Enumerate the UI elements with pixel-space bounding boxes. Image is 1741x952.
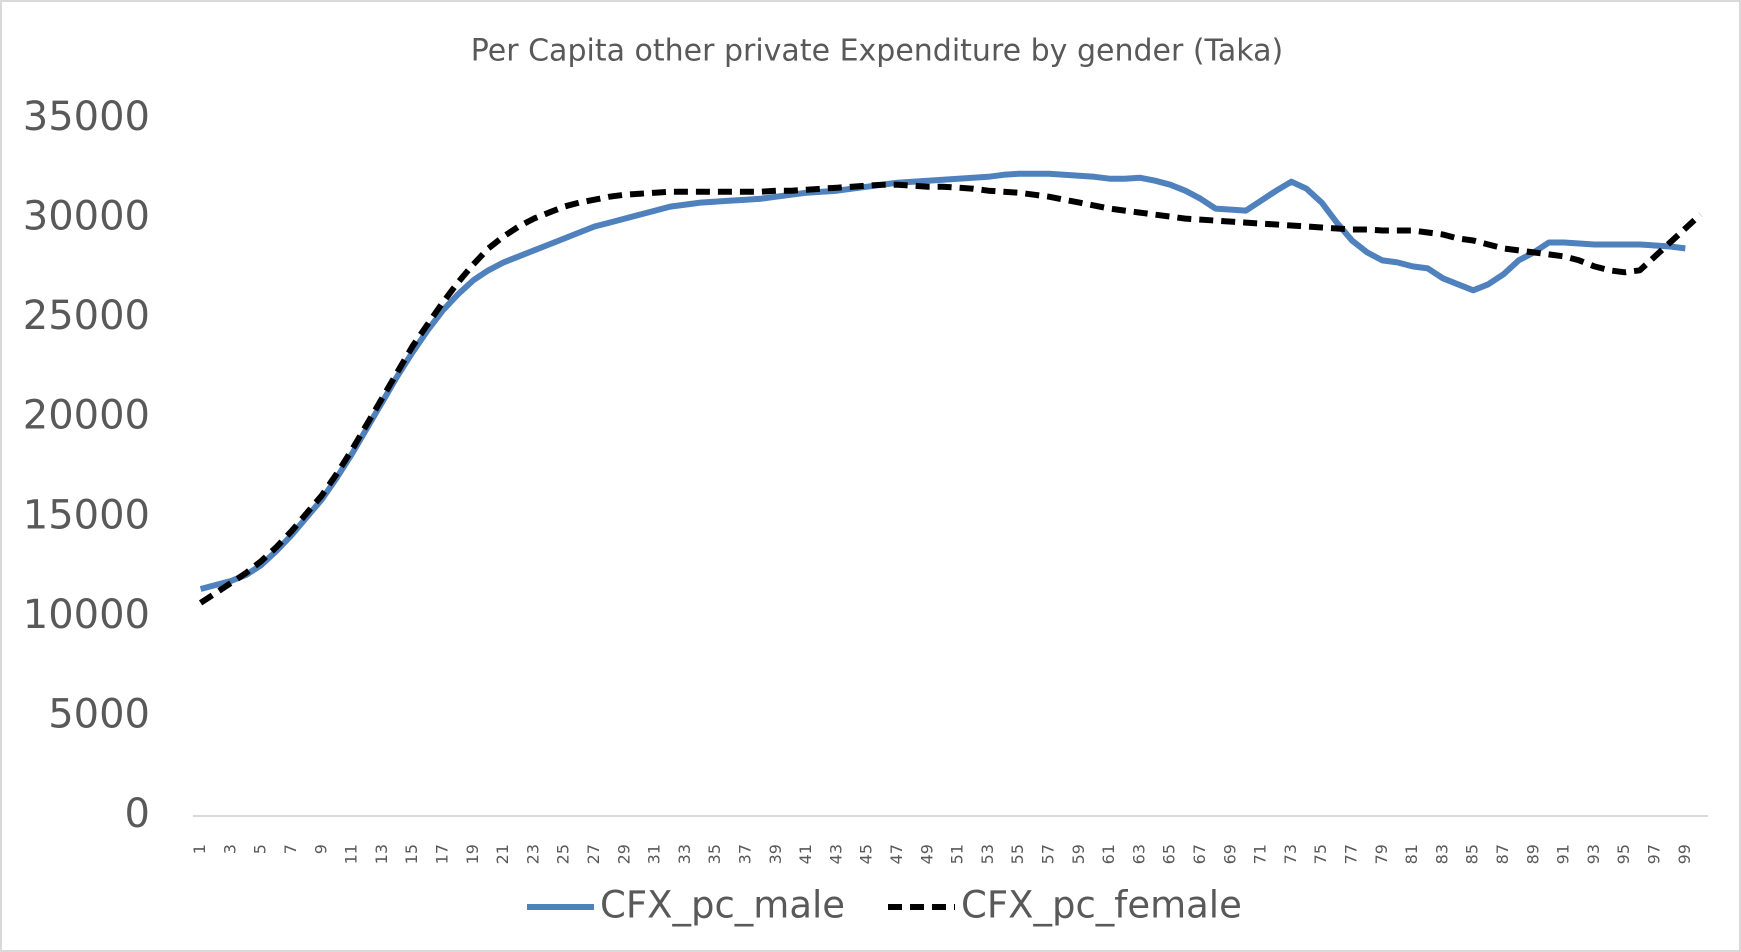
x-tick-label: 37 xyxy=(735,844,754,864)
x-tick-label: 25 xyxy=(554,844,573,864)
x-tick-label: 53 xyxy=(978,844,997,864)
x-tick-label: 61 xyxy=(1099,844,1118,864)
chart-title: Per Capita other private Expenditure by … xyxy=(471,34,1283,69)
x-tick-label: 41 xyxy=(796,844,815,864)
x-tick-label: 43 xyxy=(826,844,845,864)
x-tick-label: 63 xyxy=(1129,844,1148,864)
x-tick-label: 7 xyxy=(281,844,300,854)
x-tick-label: 97 xyxy=(1644,844,1663,864)
x-tick-label: 39 xyxy=(766,844,785,864)
x-tick-label: 93 xyxy=(1584,844,1603,864)
x-tick-label: 55 xyxy=(1008,844,1027,864)
x-tick-label: 87 xyxy=(1493,844,1512,864)
y-tick-label: 20000 xyxy=(23,393,150,439)
y-tick-label: 15000 xyxy=(23,492,150,538)
x-tick-label: 17 xyxy=(432,844,451,864)
x-tick-label: 95 xyxy=(1614,844,1633,864)
x-tick-label: 57 xyxy=(1038,844,1057,864)
x-tick-label: 23 xyxy=(523,844,542,864)
y-tick-label: 0 xyxy=(125,791,150,837)
x-tick-label: 85 xyxy=(1463,844,1482,864)
y-tick-label: 30000 xyxy=(23,194,150,240)
x-tick-label: 45 xyxy=(857,844,876,864)
y-tick-label: 35000 xyxy=(23,94,150,140)
legend-label: CFX_pc_female xyxy=(961,884,1242,927)
x-tick-label: 91 xyxy=(1554,844,1573,864)
x-tick-label: 29 xyxy=(614,844,633,864)
x-tick-label: 65 xyxy=(1160,844,1179,864)
x-tick-label: 47 xyxy=(887,844,906,864)
x-tick-label: 13 xyxy=(372,844,391,864)
y-tick-label: 5000 xyxy=(48,691,150,737)
x-tick-label: 15 xyxy=(402,844,421,864)
x-tick-label: 75 xyxy=(1311,844,1330,864)
x-tick-label: 81 xyxy=(1402,844,1421,864)
x-tick-label: 31 xyxy=(645,844,664,864)
series-line xyxy=(199,170,1686,592)
x-tick-label: 51 xyxy=(948,844,967,864)
x-tick-label: 83 xyxy=(1432,844,1451,864)
x-tick-label: 35 xyxy=(705,844,724,864)
series-line xyxy=(198,181,1703,606)
x-tick-label: 71 xyxy=(1251,844,1270,864)
x-tick-label: 77 xyxy=(1341,844,1360,864)
y-tick-label: 10000 xyxy=(23,592,150,638)
x-tick-label: 11 xyxy=(342,844,361,864)
x-tick-label: 59 xyxy=(1069,844,1088,864)
x-tick-label: 33 xyxy=(675,844,694,864)
x-tick-label: 27 xyxy=(584,844,603,864)
x-tick-label: 73 xyxy=(1281,844,1300,864)
x-tick-label: 5 xyxy=(251,844,270,854)
x-tick-label: 67 xyxy=(1190,844,1209,864)
x-tick-label: 89 xyxy=(1523,844,1542,864)
x-tick-label: 49 xyxy=(917,844,936,864)
legend-label: CFX_pc_male xyxy=(600,884,845,927)
x-tick-label: 69 xyxy=(1220,844,1239,864)
x-tick-label: 19 xyxy=(463,844,482,864)
x-tick-label: 79 xyxy=(1372,844,1391,864)
x-tick-label: 1 xyxy=(190,844,209,854)
x-tick-label: 3 xyxy=(220,844,239,854)
y-tick-label: 25000 xyxy=(23,293,150,339)
x-tick-label: 21 xyxy=(493,844,512,864)
x-tick-label: 99 xyxy=(1675,844,1694,864)
x-tick-label: 9 xyxy=(311,844,330,854)
